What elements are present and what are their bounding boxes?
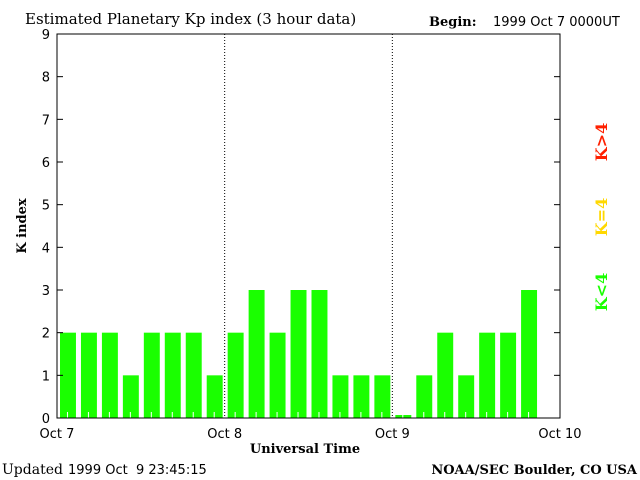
x-tick-label: Oct 10 [538,427,581,442]
y-tick-label: 7 [42,113,50,128]
kp-bar [206,375,223,418]
y-tick-label: 1 [42,369,50,384]
legend-entry: K<4 [592,273,611,311]
kp-bar [332,375,349,418]
y-tick-label: 9 [42,28,50,43]
kp-bar [143,332,160,418]
kp-bar [122,375,139,418]
kp-bar [374,375,391,418]
kp-bar [311,290,328,418]
kp-bar [60,332,76,418]
kp-bar [227,332,244,418]
kp-bar [416,375,433,418]
kp-bar [437,332,454,418]
kp-bar [80,332,97,418]
x-tick-label: Oct 9 [375,427,410,442]
updated-value: 1999 Oct 9 23:45:15 [68,463,207,478]
legend-entry: K=4 [592,198,611,236]
legend-entry: K>4 [592,123,611,161]
kp-bar [185,332,202,418]
kp-bar [521,290,538,418]
kp-bar [500,332,517,418]
y-tick-label: 4 [42,241,50,256]
kp-bar [164,332,181,418]
y-tick-label: 8 [42,71,50,86]
y-tick-label: 3 [42,284,50,299]
x-tick-label: Oct 8 [207,427,242,442]
updated-label: Updated [2,462,63,478]
plot-frame [56,33,561,419]
kp-bar [458,375,475,418]
kp-bar [101,332,118,418]
chart-title: Estimated Planetary Kp index (3 hour dat… [25,10,356,28]
x-tick-label: Oct 7 [40,427,75,442]
y-tick-label: 0 [42,412,50,427]
y-tick-label: 6 [42,156,50,171]
kp-bar [269,332,286,418]
x-axis-label: Universal Time [250,442,360,457]
kp-bar [290,290,307,418]
begin-value: 1999 Oct 7 0000UT [493,15,620,30]
y-axis-label: K index [15,198,30,254]
kp-bar [479,332,496,418]
begin-label: Begin: [429,15,477,30]
kp-bar [353,375,370,418]
y-tick-label: 2 [42,327,50,342]
source-credit: NOAA/SEC Boulder, CO USA [431,463,638,478]
y-tick-label: 5 [42,199,50,214]
kp-bar [248,290,265,418]
